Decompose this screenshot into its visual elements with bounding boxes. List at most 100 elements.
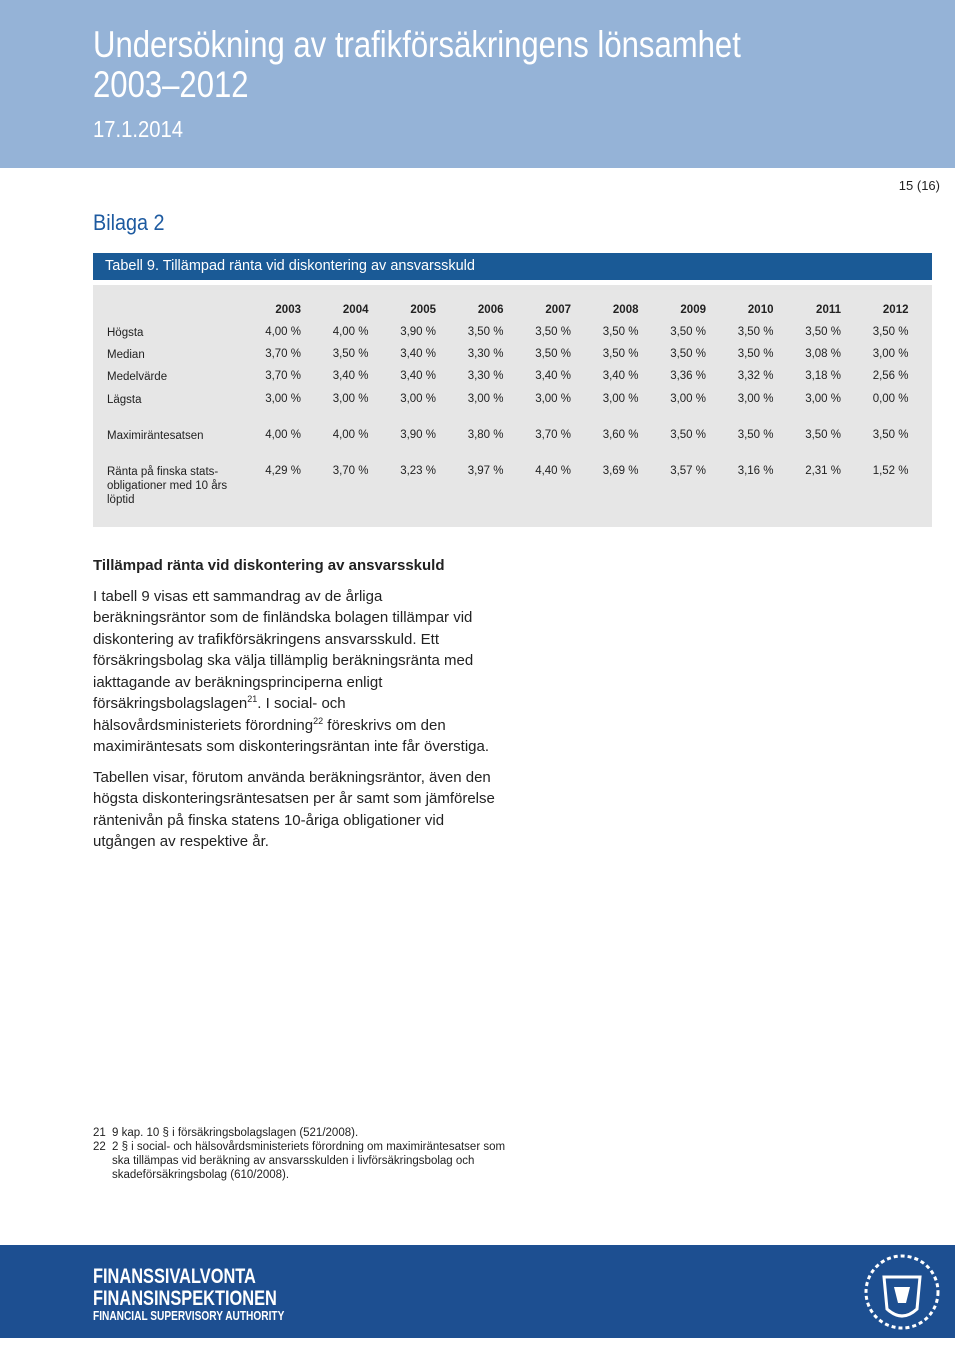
cell: 3,50 % [670, 429, 706, 441]
logo-line: FINANSINSPEKTIONEN [93, 1287, 277, 1310]
logo-line: FINANCIAL SUPERVISORY AUTHORITY [93, 1308, 285, 1323]
row-label: Högsta [107, 327, 144, 339]
cell: 3,69 % [602, 465, 639, 477]
cell: 3,40 % [400, 370, 436, 382]
column-header: 2003 [275, 304, 301, 316]
cell: 3,00 % [535, 393, 571, 405]
cell: 3,00 % [602, 393, 639, 405]
cell: 1,52 % [872, 465, 909, 477]
cell: 3,40 % [400, 348, 436, 360]
row-label: Medelvärde [107, 371, 168, 383]
cell: 2,31 % [805, 465, 841, 477]
cell: 3,23 % [400, 465, 436, 477]
cell: 3,50 % [467, 326, 504, 338]
column-header: 2008 [612, 304, 639, 316]
footnote-number: 22 [93, 1141, 106, 1153]
cell: 3,00 % [332, 393, 369, 405]
row-label: obligationer med 10 års [107, 480, 228, 492]
cell: 3,50 % [670, 348, 706, 360]
emblem [864, 1254, 940, 1330]
footnote-number: 21 [93, 1127, 106, 1139]
header-band: Undersökning av trafikförsäkringens löns… [0, 0, 955, 168]
column-header: 2012 [882, 304, 909, 316]
cell: 3,00 % [737, 393, 774, 405]
cell: 3,50 % [872, 429, 909, 441]
cell: 4,00 % [332, 429, 369, 441]
cell: 4,00 % [265, 429, 301, 441]
date: 17.1.2014 [93, 116, 184, 142]
cell: 3,70 % [265, 370, 301, 382]
column-header: 2010 [747, 304, 774, 316]
text: I tabell 9 visas ett sammandrag av de år… [93, 587, 474, 713]
text: föreskrivs om den maximiräntesats som di… [93, 716, 490, 756]
footnote-text: 9 kap. 10 § i försäkringsbolagslagen (52… [112, 1127, 359, 1139]
column-header: 2011 [816, 304, 841, 316]
paragraph: Tabellen visar, förutom använda beräknin… [93, 767, 498, 853]
cell: 3,50 % [805, 326, 841, 338]
cell: 3,70 % [535, 429, 571, 441]
text: Tabellen visar, förutom använda beräknin… [93, 768, 495, 851]
column-header: 2004 [342, 304, 369, 316]
row-label: Ränta på finska stats- [107, 466, 219, 478]
cell: 4,40 % [535, 465, 571, 477]
cell: 3,97 % [467, 465, 504, 477]
column-header: 2007 [545, 304, 571, 316]
cell: 4,00 % [332, 326, 369, 338]
logo-line: FINANSSIVALVONTA [93, 1265, 256, 1288]
column-header: 2005 [410, 304, 436, 316]
cell: 3,00 % [400, 393, 436, 405]
cell: 3,50 % [737, 326, 774, 338]
cell: 3,80 % [467, 429, 504, 441]
cell: 3,18 % [805, 370, 841, 382]
page-number: 15 (16) [898, 178, 940, 193]
column-header: 2006 [477, 304, 504, 316]
cell: 3,50 % [535, 326, 571, 338]
cell: 3,50 % [872, 326, 909, 338]
cell: 3,50 % [602, 326, 639, 338]
column-header: 2009 [680, 304, 706, 316]
title-line: Undersökning av trafikförsäkringens löns… [93, 24, 741, 65]
cell: 2,56 % [872, 370, 909, 382]
cell: 4,00 % [265, 326, 301, 338]
cell: 3,30 % [467, 370, 504, 382]
footer-band: FINANSSIVALVONTA FINANSINSPEKTIONEN FINA… [0, 1245, 955, 1338]
title-line: 2003–2012 [93, 64, 249, 105]
row-label: Maximiräntesatsen [107, 430, 204, 442]
cell: 3,16 % [737, 465, 774, 477]
footnote-ref: 22 [313, 715, 324, 726]
cell: 3,40 % [535, 370, 571, 382]
cell: 3,40 % [602, 370, 639, 382]
cell: 3,90 % [400, 326, 436, 338]
section-heading: Tillämpad ränta vid diskontering av ansv… [93, 557, 445, 574]
cell: 3,08 % [805, 348, 841, 360]
cell: 3,00 % [872, 348, 909, 360]
cell: 3,70 % [332, 465, 369, 477]
cell: 3,70 % [265, 348, 301, 360]
cell: 3,50 % [535, 348, 571, 360]
text: . I social- och hälsovårdsministeriets f… [93, 695, 346, 734]
footnote-ref: 21 [247, 694, 258, 704]
cell: 3,57 % [670, 465, 706, 477]
cell: 4,29 % [265, 465, 301, 477]
cell: 3,30 % [467, 348, 504, 360]
cell: 3,00 % [805, 393, 841, 405]
cell: 3,50 % [737, 348, 774, 360]
cell: 3,36 % [670, 370, 706, 382]
cell: 3,50 % [670, 326, 706, 338]
row-label: Lägsta [107, 394, 142, 406]
footnote-text: 2 § i social- och hälsovårdsministeriets… [112, 1141, 506, 1181]
cell: 3,00 % [467, 393, 504, 405]
cell: 3,00 % [265, 393, 301, 405]
cell: 3,60 % [602, 429, 639, 441]
cell: 3,50 % [602, 348, 639, 360]
cell: 3,90 % [400, 429, 436, 441]
cell: 3,32 % [737, 370, 774, 382]
row-label: Median [107, 349, 145, 361]
section: Tillämpad ränta vid diskontering av ansv… [93, 555, 498, 862]
footnotes: 21 9 kap. 10 § i försäkringsbolagslagen (… [93, 1126, 513, 1182]
appendix-title: Bilaga 2 [93, 210, 165, 235]
footnote: 22 2 § i social- och hälsovårdsministerie… [93, 1140, 513, 1182]
cell: 3,00 % [670, 393, 706, 405]
footnote: 21 9 kap. 10 § i försäkringsbolagslagen (… [93, 1126, 513, 1140]
